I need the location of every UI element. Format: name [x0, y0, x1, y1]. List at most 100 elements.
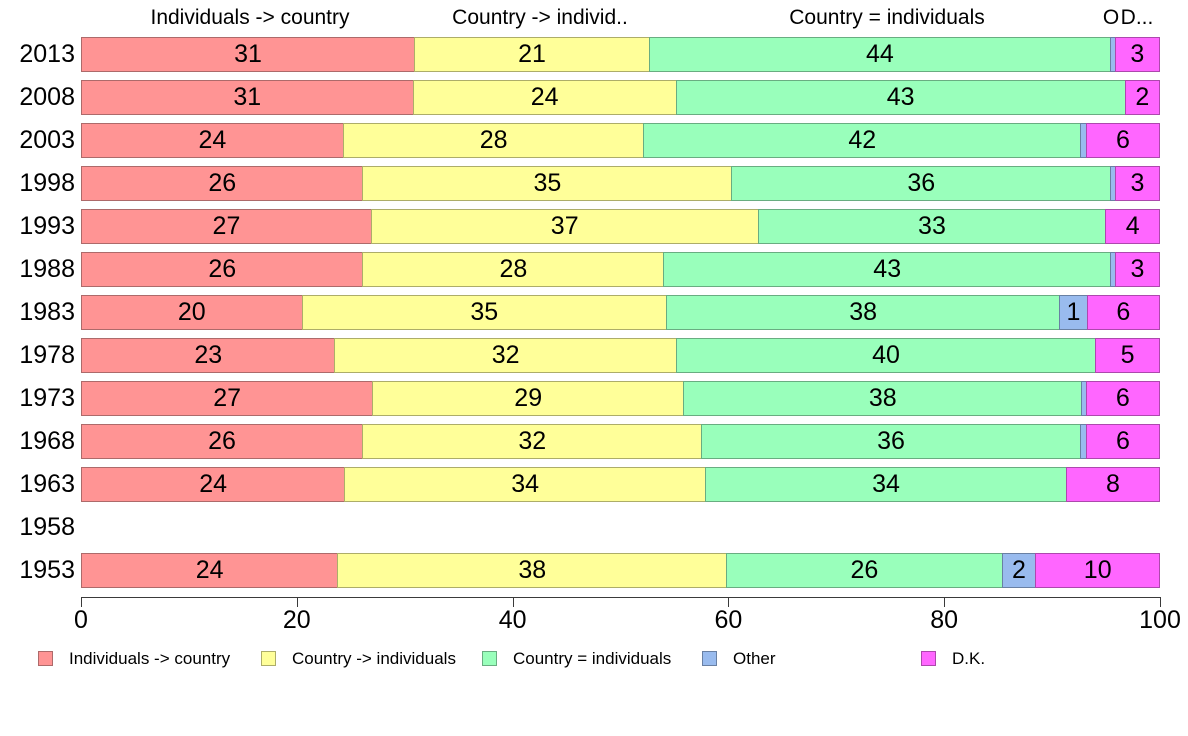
x-axis-tick-label: 100: [1139, 606, 1181, 634]
bar-segment-dk: 6: [1085, 123, 1161, 158]
bar-segment-country-equals-individuals: 40: [675, 338, 1097, 373]
year-label: 2003: [19, 126, 75, 154]
x-axis-tick: [728, 597, 730, 607]
segment-value-label: 21: [518, 40, 546, 68]
bar-row: 1953 24 38 26 2 10: [0, 553, 1188, 596]
legend-item-country-equals-individuals: Country = individuals: [482, 650, 671, 667]
bar-segment-dk: 4: [1105, 209, 1160, 244]
bar-segment-country-equals-individuals: 43: [675, 80, 1126, 115]
year-label: 1973: [19, 384, 75, 412]
segment-value-label: 26: [850, 556, 879, 584]
segment-value-label: 24: [195, 556, 224, 584]
bar-row: 1958: [0, 510, 1188, 553]
segment-value-label: 1: [1066, 298, 1081, 326]
year-label: 1998: [19, 169, 75, 197]
bar-track: 24 34 34 8: [81, 467, 1160, 502]
bar-segment-country-equals-individuals: 26: [726, 553, 1003, 588]
segment-value-label: 26: [208, 427, 236, 455]
bar-segment-individuals-to-country: 31: [81, 80, 414, 115]
bar-segment-individuals-to-country: 20: [81, 295, 303, 330]
bar-segment-other: 1: [1059, 295, 1088, 330]
segment-value-label: 26: [208, 169, 237, 197]
bar-segment-individuals-to-country: 24: [81, 467, 346, 502]
plot-area: 2013 31 21 44 3 2008 31 24 43 2 2003 24 28 42 6 1998 26 3…: [0, 37, 1188, 596]
legend-item-individuals-to-country: Individuals -> country: [38, 650, 230, 667]
segment-value-label: 38: [518, 556, 547, 584]
segment-value-label: 43: [873, 255, 902, 283]
bar-row: 2013 31 21 44 3: [0, 37, 1188, 80]
bar-segment-country-equals-individuals: 33: [757, 209, 1107, 244]
bar-track: 23 32 40 5: [81, 338, 1160, 373]
year-label: 1983: [19, 298, 75, 326]
segment-value-label: 32: [491, 341, 520, 369]
segment-value-label: 36: [907, 169, 936, 197]
year-label: 1988: [19, 255, 75, 283]
segment-value-label: 29: [514, 384, 543, 412]
segment-value-label: 6: [1115, 427, 1130, 455]
legend-swatch-individuals-to-country: [38, 651, 53, 666]
segment-value-label: 38: [868, 384, 897, 412]
bar-track: 24 28 42 6: [81, 123, 1161, 158]
bar-track: 20 35 38 1 6: [81, 295, 1161, 330]
bar-segment-country-to-individuals: 34: [344, 467, 707, 502]
segment-value-label: 24: [198, 126, 227, 154]
bar-segment-country-equals-individuals: 38: [666, 295, 1061, 330]
bar-segment-dk: 3: [1114, 166, 1161, 201]
legend-label-country-equals-individuals: Country = individuals: [513, 649, 672, 668]
x-axis-tick: [296, 597, 298, 607]
bar-row: 1963 24 34 34 8: [0, 467, 1188, 510]
segment-value-label: 6: [1115, 126, 1130, 154]
x-axis-tick-label: 0: [74, 606, 88, 634]
legend-swatch-other: [702, 651, 717, 666]
segment-value-label: 2: [1012, 556, 1026, 584]
bar-segment-dk: 2: [1124, 80, 1160, 115]
bar-track: 26 28 43 3: [81, 252, 1160, 287]
segment-value-label: 6: [1115, 384, 1130, 412]
bar-segment-country-to-individuals: 28: [362, 252, 665, 287]
segment-value-label: 34: [872, 470, 900, 498]
bar-segment-individuals-to-country: 31: [81, 37, 416, 72]
bar-segment-dk: 3: [1114, 252, 1160, 287]
segment-value-label: 27: [213, 384, 242, 412]
bar-segment-individuals-to-country: 27: [81, 381, 374, 416]
bar-segment-dk: 3: [1114, 37, 1160, 72]
bar-segment-dk: 6: [1086, 295, 1161, 330]
bar-segment-country-equals-individuals: 34: [705, 467, 1067, 502]
segment-value-label: 6: [1116, 298, 1131, 326]
year-label: 2013: [19, 40, 75, 68]
segment-value-label: 3: [1130, 40, 1145, 68]
column-header-individuals-to-country: Individuals -> country: [150, 6, 350, 29]
bar-track: 27 29 38 6: [81, 381, 1160, 416]
bar-segment-individuals-to-country: 27: [81, 209, 372, 244]
year-label: 2008: [19, 83, 75, 111]
bar-segment-other: 2: [1001, 553, 1037, 588]
year-label: 1963: [19, 470, 75, 498]
year-label: 1968: [19, 427, 75, 455]
bar-segment-dk: 5: [1095, 338, 1160, 373]
x-axis-tick-label: 60: [714, 606, 743, 634]
bar-row: 1968 26 32 36 6: [0, 424, 1188, 467]
bar-row: 1998 26 35 36 3: [0, 166, 1188, 209]
bar-row: 1993 27 37 33 4: [0, 209, 1188, 252]
x-axis-tick: [1160, 597, 1161, 607]
bar-row: 2003 24 28 42 6: [0, 123, 1188, 166]
segment-value-label: 24: [199, 470, 227, 498]
segment-value-label: 2: [1135, 83, 1150, 111]
segment-value-label: 8: [1106, 470, 1120, 498]
bar-segment-individuals-to-country: 24: [81, 123, 344, 158]
x-axis-tick: [81, 597, 82, 607]
segment-value-label: 36: [877, 427, 905, 455]
x-axis-line: [81, 597, 1161, 598]
bar-segment-dk: 6: [1085, 424, 1160, 459]
bar-segment-country-to-individuals: 24: [412, 80, 677, 115]
bar-track: 24 38 26 2 10: [81, 553, 1160, 588]
bar-segment-country-equals-individuals: 36: [701, 424, 1081, 459]
segment-value-label: 27: [212, 212, 241, 240]
bar-segment-individuals-to-country: 26: [81, 252, 364, 287]
x-axis-tick: [944, 597, 946, 607]
segment-value-label: 42: [848, 126, 877, 154]
legend-label-individuals-to-country: Individuals -> country: [69, 649, 231, 668]
segment-value-label: 34: [511, 470, 540, 498]
bar-segment-individuals-to-country: 26: [81, 424, 364, 459]
segment-value-label: 24: [530, 83, 559, 111]
